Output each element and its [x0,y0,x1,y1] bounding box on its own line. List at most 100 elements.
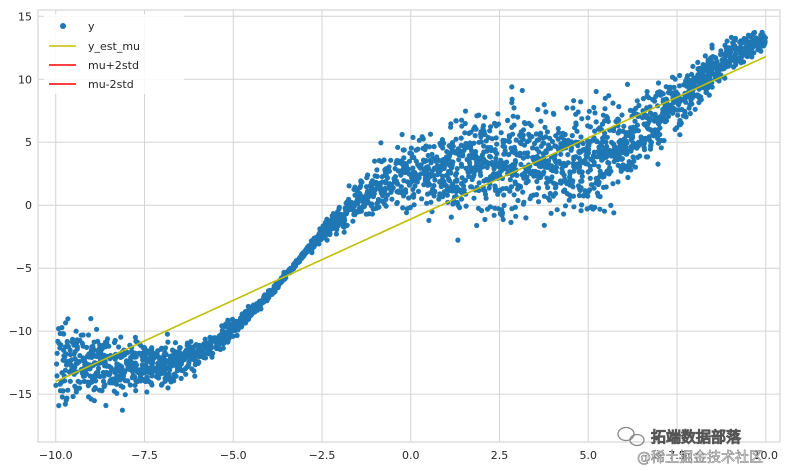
scatter-point [351,186,357,192]
scatter-point [492,183,498,189]
scatter-point [56,340,62,346]
scatter-point [431,173,437,179]
scatter-point [630,140,636,146]
scatter-point [364,188,371,194]
scatter-point [507,163,513,170]
scatter-point [501,192,507,198]
scatter-point [427,190,434,196]
scatter-point [432,177,438,183]
scatter-point [553,184,559,190]
watermark-line2: @稀土掘金技术社区 [637,450,763,466]
scatter-point [541,102,547,108]
scatter-point [507,177,513,183]
scatter-point [54,350,60,356]
scatter-point [698,70,705,76]
scatter-point [655,121,662,127]
scatter-point [745,32,752,38]
scatter-point [462,108,469,114]
scatter-point [326,227,333,234]
scatter-point [578,208,584,214]
scatter-point [398,184,404,190]
scatter-point [499,212,505,218]
scatter-point [111,376,117,382]
scatter-point [588,182,595,188]
scatter-point [449,149,455,156]
scatter-point [512,147,518,153]
scatter-point [648,139,655,145]
scatter-point [690,63,696,69]
scatter-point [604,114,610,120]
scatter-point [597,206,603,212]
scatter-point [480,164,486,170]
scatter-point [94,353,100,359]
scatter-point [389,196,395,202]
scatter-point [703,86,709,93]
scatter-point [534,178,540,185]
scatter-point [415,188,422,194]
scatter-point [583,191,589,197]
scatter-point [446,178,453,184]
scatter-point [148,360,154,366]
scatter-point [586,143,592,149]
scatter-point [144,375,150,381]
scatter-point [603,139,609,145]
scatter-point [468,129,474,135]
scatter-point [200,345,206,351]
scatter-point [501,202,507,208]
scatter-point [448,214,454,220]
y-tick-label: 10 [18,73,32,86]
scatter-point [719,57,725,63]
scatter-point [370,186,376,192]
scatter-point [683,78,689,84]
scatter-point [239,311,245,317]
scatter-point [492,187,498,193]
scatter-point [528,193,534,199]
scatter-point [350,218,356,224]
scatter-point [559,166,565,172]
scatter-point [89,344,95,350]
scatter-point [744,41,750,47]
scatter-point [450,143,456,149]
y-tick-label: −15 [9,388,32,401]
scatter-point [286,268,292,274]
scatter-point [383,180,389,186]
scatter-point [449,163,455,169]
scatter-point [411,169,417,175]
scatter-point [171,378,177,384]
scatter-point [511,105,517,111]
scatter-point [407,181,413,187]
scatter-point [234,332,240,339]
scatter-point [656,116,663,122]
scatter-point [637,141,643,147]
scatter-point [80,332,86,338]
scatter-point [520,189,526,195]
scatter-point [512,179,518,185]
scatter-point [631,158,637,164]
scatter-point [205,350,211,356]
scatter-point [409,193,416,199]
scatter-point [134,369,140,375]
scatter-point [74,344,80,350]
scatter-point [738,60,744,66]
scatter-point [291,262,297,268]
scatter-point [521,150,528,156]
scatter-point [177,345,183,351]
scatter-point [419,196,425,202]
scatter-point [579,116,585,122]
scatter-point [165,339,171,345]
scatter-point [202,355,209,361]
scatter-point [583,161,589,167]
scatter-point [92,386,98,392]
scatter-point [425,182,431,188]
scatter-point [565,137,571,143]
scatter-point [235,320,241,326]
scatter-point [741,35,747,42]
scatter-point [453,172,459,178]
scatter-point [574,128,580,134]
scatter-point [576,185,583,192]
scatter-point [566,197,572,203]
scatter-point [467,160,473,166]
scatter-point [423,171,429,177]
scatter-point [165,366,171,372]
scatter-point [346,183,352,189]
